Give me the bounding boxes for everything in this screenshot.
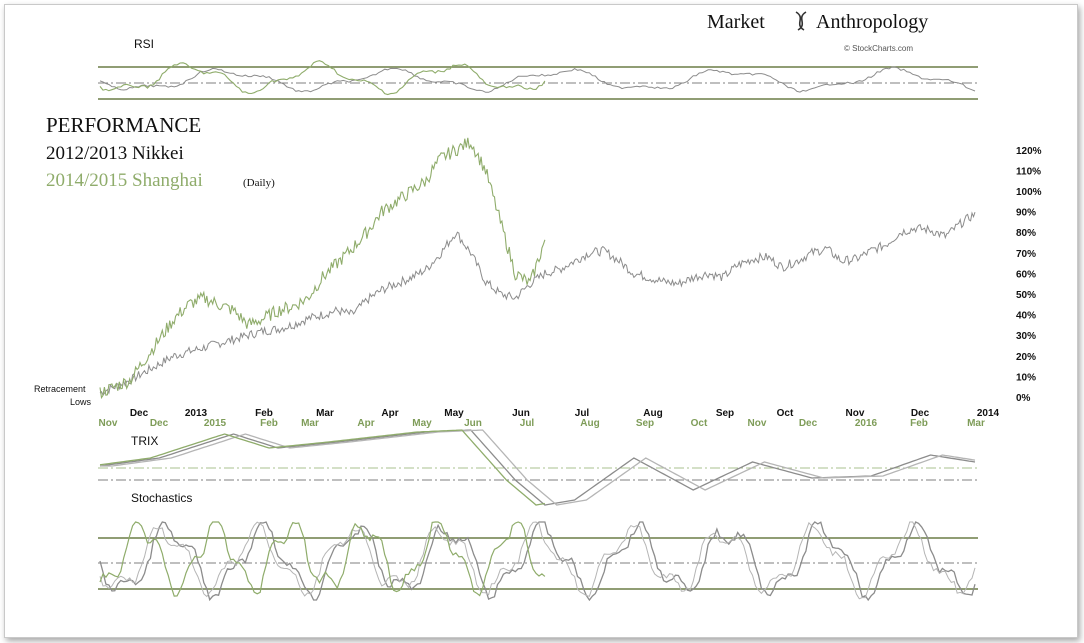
- y-tick-label: 100%: [1016, 187, 1042, 198]
- stochastics-shanghai-line: [99, 521, 546, 597]
- trix-shanghai-line: [99, 429, 546, 506]
- y-tick-label: 50%: [1016, 290, 1036, 301]
- x-bottom-tick-label: Dec: [150, 418, 169, 429]
- retracement-label-1: Retracement: [34, 384, 86, 394]
- x-top-tick-label: Dec: [911, 408, 930, 419]
- x-bottom-tick-label: Dec: [799, 418, 818, 429]
- x-top-tick-label: Sep: [716, 408, 734, 419]
- performance-panel: 0% 10% 20% 30% 40% 50% 60% 70% 80% 90% 100% 110% 120…: [99, 137, 1042, 429]
- rsi-label: RSI: [134, 37, 154, 51]
- x-bottom-tick-label: Jul: [520, 418, 535, 429]
- rsi-nikkei-line: [99, 66, 976, 93]
- nikkei-series-line: [99, 211, 976, 397]
- x-bottom-tick-label: Nov: [99, 418, 118, 429]
- y-tick-label: 60%: [1016, 269, 1036, 280]
- source-credit: © StockCharts.com: [844, 44, 913, 53]
- trix-panel: TRIX: [98, 429, 978, 506]
- x-bottom-tick-label: Feb: [260, 418, 278, 429]
- x-bottom-tick-label: Mar: [301, 418, 319, 429]
- x-bottom-tick-label: Sep: [636, 418, 654, 429]
- stochastics-nikkei-signal-line: [99, 521, 976, 600]
- y-tick-label: 80%: [1016, 228, 1036, 239]
- x-top-tick-label: 2014: [977, 408, 1000, 419]
- brand-title-left: Market: [707, 11, 765, 33]
- x-bottom-tick-label: Jun: [464, 418, 482, 429]
- x-top-tick-label: Jun: [512, 408, 530, 419]
- y-tick-label: 30%: [1016, 331, 1036, 342]
- y-tick-label: 40%: [1016, 311, 1036, 322]
- y-tick-label: 0%: [1016, 393, 1031, 404]
- x-top-tick-label: Jul: [575, 408, 590, 419]
- x-top-tick-label: Dec: [130, 408, 149, 419]
- x-bottom-tick-label: 2015: [204, 418, 227, 429]
- x-bottom-tick-label: May: [412, 418, 432, 429]
- x-bottom-tick-label: Nov: [748, 418, 767, 429]
- y-tick-label: 120%: [1016, 146, 1042, 157]
- legend-shanghai: 2014/2015 Shanghai: [46, 170, 203, 191]
- x-top-tick-label: Feb: [255, 408, 273, 419]
- x-bottom-tick-label: Aug: [580, 418, 599, 429]
- rsi-panel: RSI: [98, 37, 978, 100]
- headline-performance: PERFORMANCE: [46, 113, 201, 137]
- x-bottom-tick-label: Mar: [967, 418, 985, 429]
- y-tick-label: 110%: [1016, 166, 1041, 177]
- legend-shanghai-note: (Daily): [243, 177, 275, 189]
- x-top-tick-label: Nov: [846, 408, 865, 419]
- x-top-tick-label: 2013: [185, 408, 208, 419]
- x-top-tick-label: Oct: [777, 408, 794, 419]
- y-tick-label: 10%: [1016, 372, 1036, 383]
- x-bottom-tick-label: Feb: [910, 418, 928, 429]
- brand-title-right: Anthropology: [816, 11, 928, 33]
- y-tick-label: 20%: [1016, 352, 1036, 363]
- stochastics-nikkei-line: [99, 521, 976, 602]
- x-top-tick-label: May: [444, 408, 464, 419]
- trix-label: TRIX: [131, 434, 158, 448]
- y-tick-label: 90%: [1016, 208, 1036, 219]
- x-top-tick-label: Aug: [643, 408, 662, 419]
- x-bottom-tick-label: 2016: [855, 418, 878, 429]
- x-top-tick-label: Mar: [316, 408, 334, 419]
- y-tick-label: 70%: [1016, 249, 1036, 260]
- dna-helix-icon: [795, 11, 807, 31]
- stochastics-label: Stochastics: [131, 491, 192, 505]
- retracement-label-2: Lows: [70, 397, 92, 407]
- x-bottom-tick-label: Apr: [357, 418, 374, 429]
- trix-nikkei-line: [99, 429, 976, 506]
- legend-nikkei: 2012/2013 Nikkei: [46, 143, 184, 164]
- trix-nikkei-signal-line: [100, 429, 976, 506]
- stochastics-panel: Stochastics: [98, 491, 978, 602]
- shanghai-series-line: [99, 137, 546, 400]
- x-top-tick-label: Apr: [381, 408, 398, 419]
- x-bottom-tick-label: Oct: [691, 418, 708, 429]
- rsi-shanghai-line: [99, 60, 546, 96]
